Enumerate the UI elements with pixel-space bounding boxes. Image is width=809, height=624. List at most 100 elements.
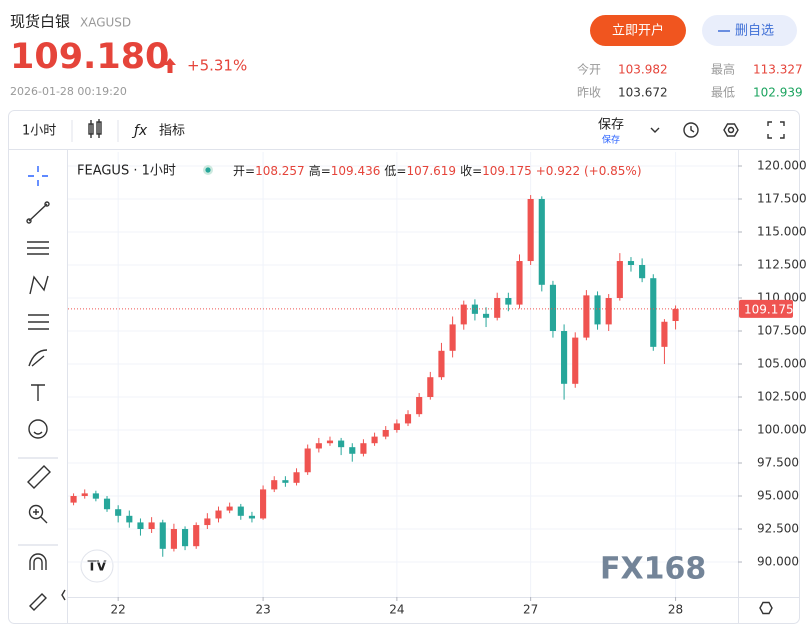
last-price-label: 109.175 <box>744 302 794 316</box>
candle-body <box>605 298 612 325</box>
candle-body <box>326 440 334 444</box>
remove-watch-label[interactable]: 删自选 <box>735 24 774 39</box>
collapse[interactable] <box>61 589 66 601</box>
change: +5.31% <box>187 57 247 75</box>
drawing-tools[interactable] <box>18 166 58 611</box>
candle-body <box>282 480 289 483</box>
candle-body <box>416 397 423 415</box>
candle-body <box>627 261 635 265</box>
candle-body <box>115 509 122 516</box>
stat-label: 昨收 <box>577 86 601 100</box>
fullscreen-icon[interactable] <box>767 121 785 139</box>
candle-body <box>572 337 579 384</box>
save-sub: 保存 <box>602 134 620 146</box>
price: 109.180 <box>10 37 169 77</box>
candle-body <box>360 443 367 454</box>
stat-value: 113.327 <box>753 63 803 77</box>
candle-body <box>516 261 523 305</box>
x-tick-label: 22 <box>111 603 126 617</box>
interval[interactable]: 1小时 <box>22 124 56 139</box>
candle-body <box>371 436 378 444</box>
legend-label: 高= <box>309 163 331 178</box>
title: 现货白银 <box>10 13 70 31</box>
candle-body <box>338 440 345 448</box>
legend-value: 109.436 <box>331 164 381 178</box>
candle-body <box>170 529 177 549</box>
candle-icon[interactable] <box>88 119 102 138</box>
axis-settings[interactable] <box>759 601 773 615</box>
y-tick-label: 97.500 <box>757 456 799 470</box>
indicators[interactable]: 指标 <box>159 124 185 139</box>
candle-body <box>639 264 646 279</box>
candle-body <box>349 447 356 454</box>
candle-body <box>650 278 657 347</box>
candle-body <box>148 522 155 530</box>
candle-body <box>181 529 189 547</box>
legend-label: 开= <box>233 164 255 178</box>
y-tick-label: 100.000 <box>757 423 807 437</box>
candle-body <box>549 284 557 332</box>
legend-title: FEAGUS · 1小时 <box>77 164 176 179</box>
legend-change: +0.922 (+0.85%) <box>536 164 642 178</box>
tv-logo: TV <box>88 560 107 575</box>
candle-body <box>137 522 144 530</box>
y-tick-label: 105.000 <box>757 357 807 371</box>
candle-body <box>672 308 679 322</box>
settings-icon[interactable] <box>723 123 739 137</box>
x-tick-label: 28 <box>668 603 683 617</box>
stat-label: 最高 <box>711 62 735 77</box>
stat-label: 今开 <box>577 62 601 77</box>
up-arrow <box>164 58 176 73</box>
candle-body <box>81 493 88 497</box>
x-tick-label: 27 <box>523 603 538 617</box>
open-account-button[interactable] <box>590 15 686 46</box>
y-tick-label: 102.500 <box>757 390 807 404</box>
watermark: FX168 <box>600 552 706 587</box>
last-price-tag <box>739 299 793 318</box>
y-tick-label: 120.000 <box>757 158 807 172</box>
candle-body <box>482 313 490 318</box>
stat-value: 103.672 <box>618 86 668 100</box>
candle-body <box>471 304 478 314</box>
alert-icon[interactable] <box>683 122 699 138</box>
candle-body <box>215 510 222 519</box>
candle-body <box>304 448 311 473</box>
fx-icon[interactable]: ƒx <box>131 123 148 139</box>
candle-body <box>449 324 456 351</box>
stat-label: 最低 <box>711 86 735 100</box>
y-tick-label: 117.500 <box>757 191 807 205</box>
candle-body <box>661 321 668 347</box>
legend-value: 107.619 <box>406 164 456 178</box>
symbol: XAGUSD <box>80 16 131 30</box>
stat-value: 103.982 <box>618 63 668 77</box>
candle-body <box>594 295 601 325</box>
candle-body <box>315 443 322 449</box>
candle-body <box>237 506 244 516</box>
remove-watch-button[interactable] <box>702 15 797 46</box>
candle-body <box>427 377 434 398</box>
legend-value: 109.175 <box>482 164 532 178</box>
candle-body <box>561 331 568 384</box>
y-tick-label: 92.500 <box>757 522 799 536</box>
candle-body <box>505 298 512 305</box>
time: 2026-01-28 00:19:20 <box>10 85 127 98</box>
candle-body <box>260 489 267 519</box>
candle-body <box>103 498 111 510</box>
candle-body <box>70 496 77 503</box>
plot <box>68 152 738 597</box>
candle-body <box>193 525 200 547</box>
status-dot <box>205 167 211 173</box>
candle-body <box>404 414 412 424</box>
save[interactable]: 保存 <box>598 118 624 133</box>
candle-body <box>460 304 467 325</box>
open-account-label[interactable]: 立即开户 <box>612 23 664 39</box>
chevron[interactable] <box>650 127 660 133</box>
stat-value: 102.939 <box>753 86 803 100</box>
legend-label: 低= <box>384 164 406 178</box>
candle-body <box>126 515 133 523</box>
candle-body <box>159 522 166 549</box>
candle-body <box>271 480 278 490</box>
candle-body <box>226 506 233 511</box>
y-tick-label: 112.500 <box>757 257 807 271</box>
